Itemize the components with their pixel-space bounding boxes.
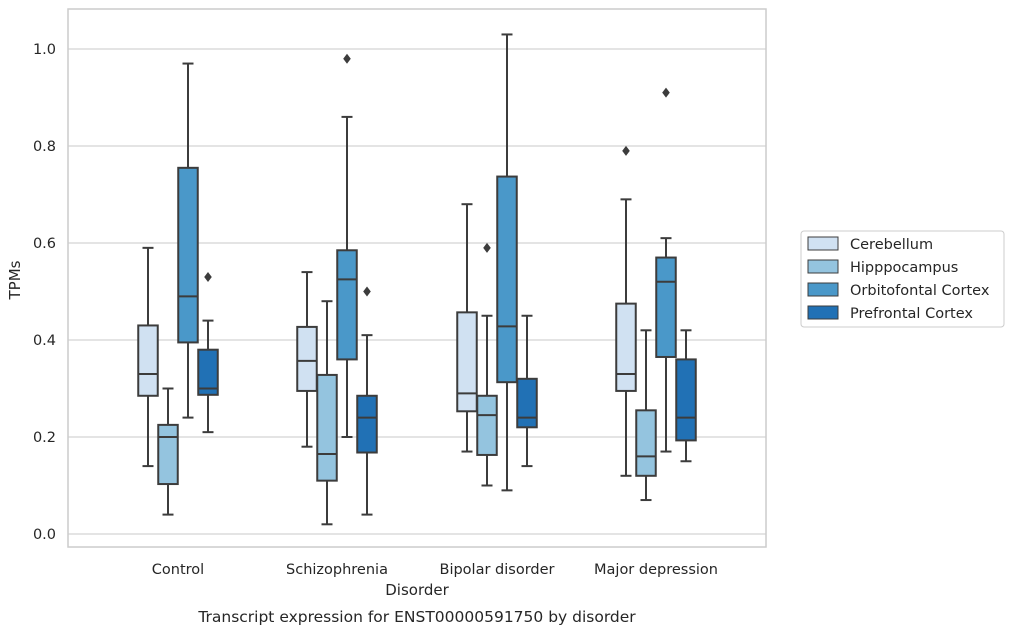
legend-swatch-prefrontal-cortex [807,305,839,320]
x-tick-label: Bipolar disorder [440,562,555,578]
box-1-2 [476,242,498,487]
box-iqr [137,324,159,397]
outlier-point [363,286,371,297]
x-axis-label: Disorder [385,581,449,599]
box-iqr [197,348,219,396]
box-1-3 [635,329,657,502]
y-axis-ticks: 0.0 0.2 0.4 0.6 0.8 1.0 [33,42,56,543]
y-tick-label: 0.2 [33,430,56,446]
box-iqr [316,373,338,482]
box-3-3 [675,329,697,463]
box-2-2 [496,33,518,492]
box-0-0 [137,246,159,468]
legend: Cerebellum Hipppocampus Orbitofontal Cor… [800,230,1005,328]
outlier-point [662,87,670,98]
box-2-1 [336,53,358,438]
box-0-2 [456,203,478,453]
box-iqr [157,423,179,486]
box-3-1 [356,286,378,516]
legend-label-prefrontal-cortex: Prefrontal Cortex [850,306,973,322]
box-iqr [496,175,518,384]
y-axis-label: TPMs [6,260,24,300]
box-iqr [296,325,318,392]
legend-swatch-cerebellum [807,236,839,251]
box-3-2 [516,314,538,468]
box-3-0 [197,271,219,434]
x-axis-ticks: Control Schizophrenia Bipolar disorder Majo… [152,562,718,578]
box-iqr [356,394,378,454]
x-tick-label: Schizophrenia [286,562,388,578]
box-iqr [516,377,538,429]
plot-area-frame [67,8,767,548]
y-tick-label: 1.0 [33,42,56,58]
box-iqr [336,249,358,361]
box-iqr [177,166,199,344]
box-iqr [476,394,498,456]
box-2-0 [177,62,199,419]
box-series-layer [137,33,697,526]
outlier-point [343,53,351,64]
box-0-3 [615,145,637,477]
box-1-1 [316,300,338,526]
legend-label-cerebellum: Cerebellum [850,237,933,253]
box-iqr [456,311,478,413]
x-tick-label: Major depression [594,562,718,578]
box-iqr [635,409,657,477]
box-2-3 [655,87,677,453]
outlier-point [204,271,212,282]
box-1-0 [157,387,179,516]
outlier-point [622,145,630,156]
chart-caption: Transcript expression for ENST0000059175… [197,608,636,626]
box-iqr [675,358,697,442]
legend-label-orbitofrontal-cortex: Orbitofontal Cortex [850,283,990,299]
box-0-1 [296,271,318,448]
outlier-point [483,242,491,253]
legend-swatch-orbitofrontal-cortex [807,282,839,297]
legend-swatch-hippocampus [807,259,839,274]
y-tick-label: 0.8 [33,139,56,155]
x-tick-label: Control [152,562,204,578]
box-iqr [655,256,677,358]
legend-frame [800,230,1005,328]
box-iqr [615,302,637,392]
y-tick-label: 0.0 [33,527,56,543]
y-tick-label: 0.4 [33,333,56,349]
y-tick-label: 0.6 [33,236,56,252]
legend-label-hippocampus: Hipppocampus [850,260,958,276]
